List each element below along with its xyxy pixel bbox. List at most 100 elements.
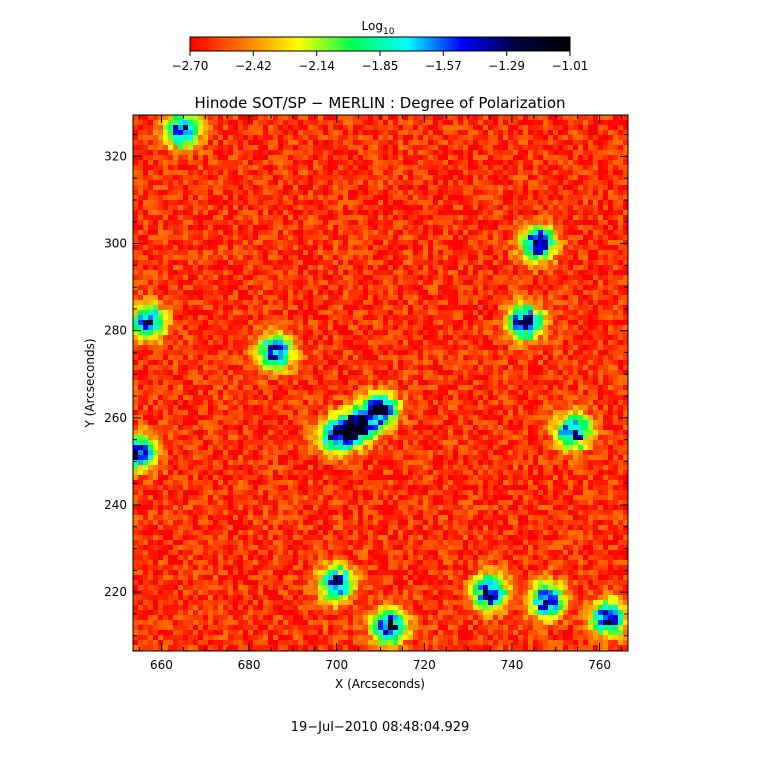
heatmap-cell [273,180,279,186]
heatmap-cell [478,340,484,346]
heatmap-cell [503,305,509,311]
heatmap-cell [188,170,194,176]
heatmap-cell [498,350,504,356]
heatmap-cell [283,165,289,171]
heatmap-cell [508,115,514,121]
heatmap-cell [288,240,294,246]
heatmap-cell [473,325,479,331]
heatmap-cell [528,290,534,296]
heatmap-cell [163,125,169,131]
heatmap-cell [503,320,509,326]
heatmap-cell [233,210,239,216]
heatmap-cell [498,285,504,291]
heatmap-cell [573,345,579,351]
heatmap-cell [538,215,544,221]
heatmap-cell [198,275,204,281]
heatmap-cell [273,320,279,326]
heatmap-cell [323,200,329,206]
heatmap-cell [483,310,489,316]
heatmap-cell [383,165,389,171]
heatmap-cell [608,210,614,216]
heatmap-cell [213,320,219,326]
heatmap-cell [358,315,364,321]
heatmap-cell [523,340,529,346]
heatmap-cell [463,220,469,226]
heatmap-cell [298,200,304,206]
heatmap-cell [443,190,449,196]
heatmap-cell [423,190,429,196]
heatmap-cell [618,335,624,341]
heatmap-cell [558,300,564,306]
heatmap-cell [468,265,474,271]
heatmap-cell [328,160,334,166]
heatmap-cell [418,135,424,141]
heatmap-cell [583,145,589,151]
heatmap-cell [593,115,599,121]
heatmap-cell [183,340,189,346]
heatmap-cell [193,365,199,371]
heatmap-cell [348,250,354,256]
heatmap-cell [388,310,394,316]
heatmap-cell [428,130,434,136]
heatmap-cell [523,205,529,211]
heatmap-cell [498,280,504,286]
heatmap-cell [383,205,389,211]
heatmap-cell [133,255,139,261]
heatmap-cell [213,120,219,126]
heatmap-cell [283,215,289,221]
heatmap-cell [408,205,414,211]
heatmap-cell [138,140,144,146]
heatmap-cell [208,215,214,221]
heatmap-cell [403,170,409,176]
heatmap-cell [433,340,439,346]
heatmap-cell [503,130,509,136]
heatmap-cell [318,275,324,281]
heatmap-cell [578,330,584,336]
heatmap-cell [553,180,559,186]
heatmap-cell [153,350,159,356]
heatmap-cell [448,220,454,226]
heatmap-cell [558,155,564,161]
heatmap-cell [573,115,579,121]
heatmap-cell [448,255,454,261]
heatmap-cell [453,225,459,231]
heatmap-cell [578,225,584,231]
heatmap-cell [218,205,224,211]
heatmap-cell [173,205,179,211]
heatmap-cell [333,330,339,336]
heatmap-cell [228,275,234,281]
heatmap-cell [548,270,554,276]
heatmap-cell [288,295,294,301]
heatmap-cell [308,325,314,331]
heatmap-cell [613,275,619,281]
heatmap-cell [593,225,599,231]
heatmap-cell [453,230,459,236]
heatmap-cell [623,255,628,261]
heatmap-cell [328,245,334,251]
heatmap-cell [278,335,284,341]
heatmap-cell [398,320,404,326]
heatmap-cell [488,120,494,126]
heatmap-cell [418,120,424,126]
heatmap-cell [178,365,184,371]
heatmap-cell [388,305,394,311]
heatmap-cell [403,295,409,301]
heatmap-cell [533,240,539,246]
heatmap-cell [468,330,474,336]
heatmap-cell [473,145,479,151]
heatmap-cell [583,220,589,226]
heatmap-cell [573,200,579,206]
heatmap-cell [423,260,429,266]
heatmap-cell [188,210,194,216]
heatmap-cell [313,195,319,201]
heatmap-cell [143,330,149,336]
heatmap-cell [398,360,404,366]
heatmap-cell [153,215,159,221]
heatmap-cell [458,285,464,291]
heatmap-cell [543,360,549,366]
heatmap-cell [388,360,394,366]
heatmap-cell [398,280,404,286]
heatmap-cell [353,120,359,126]
heatmap-cell [503,145,509,151]
heatmap-cell [553,145,559,151]
